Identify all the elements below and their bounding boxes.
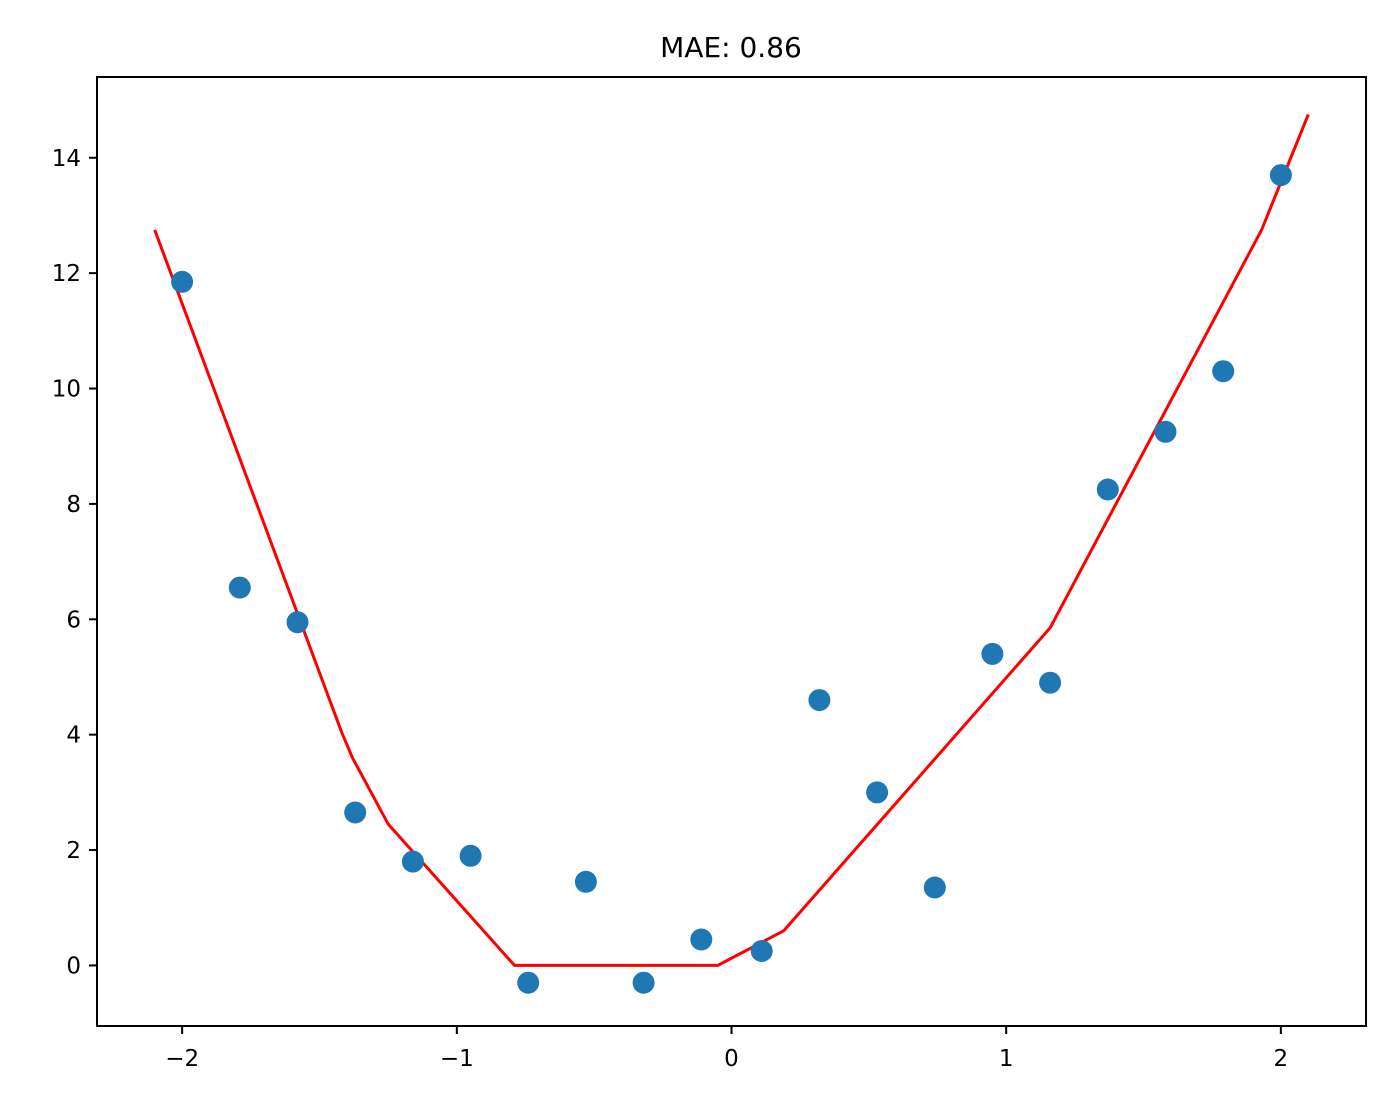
y-tick-label: 10	[52, 377, 81, 403]
scatter-point	[344, 801, 367, 824]
y-tick-label: 6	[66, 607, 81, 633]
scatter-point	[517, 971, 540, 994]
scatter-point	[808, 689, 831, 712]
scatter-point	[1039, 671, 1062, 694]
scatter-point	[1096, 478, 1119, 501]
x-tick-label: −2	[165, 1046, 199, 1072]
chart-title: MAE: 0.86	[660, 31, 802, 64]
y-tick-label: 0	[66, 953, 81, 979]
plot-area	[153, 113, 1310, 994]
x-tick-label: 1	[999, 1046, 1014, 1072]
scatter-point	[750, 940, 773, 962]
scatter-point	[401, 850, 424, 873]
y-tick-label: 4	[66, 723, 81, 749]
x-tick-label: 0	[724, 1046, 739, 1072]
y-tick-label: 14	[52, 146, 81, 172]
scatter-point	[923, 876, 946, 899]
y-tick-label: 12	[52, 261, 81, 287]
scatter-point	[1212, 360, 1235, 383]
scatter-point	[690, 928, 713, 951]
scatter-point	[228, 576, 251, 599]
scatter-point	[866, 781, 889, 804]
scatter-point	[1154, 420, 1177, 443]
x-tick-label: 2	[1274, 1046, 1289, 1072]
plot-frame	[96, 76, 1367, 1027]
x-tick-label: −1	[440, 1046, 474, 1072]
scatter-point	[632, 971, 655, 994]
y-tick-label: 8	[66, 492, 81, 518]
scatter-point	[459, 844, 482, 867]
fit-line	[153, 113, 1310, 967]
scatter-point	[574, 870, 597, 893]
scatter-point	[171, 270, 194, 293]
y-tick-label: 2	[66, 838, 81, 864]
scatter-point	[286, 611, 309, 634]
scatter-point	[981, 642, 1004, 665]
scatter-point	[1269, 164, 1292, 187]
